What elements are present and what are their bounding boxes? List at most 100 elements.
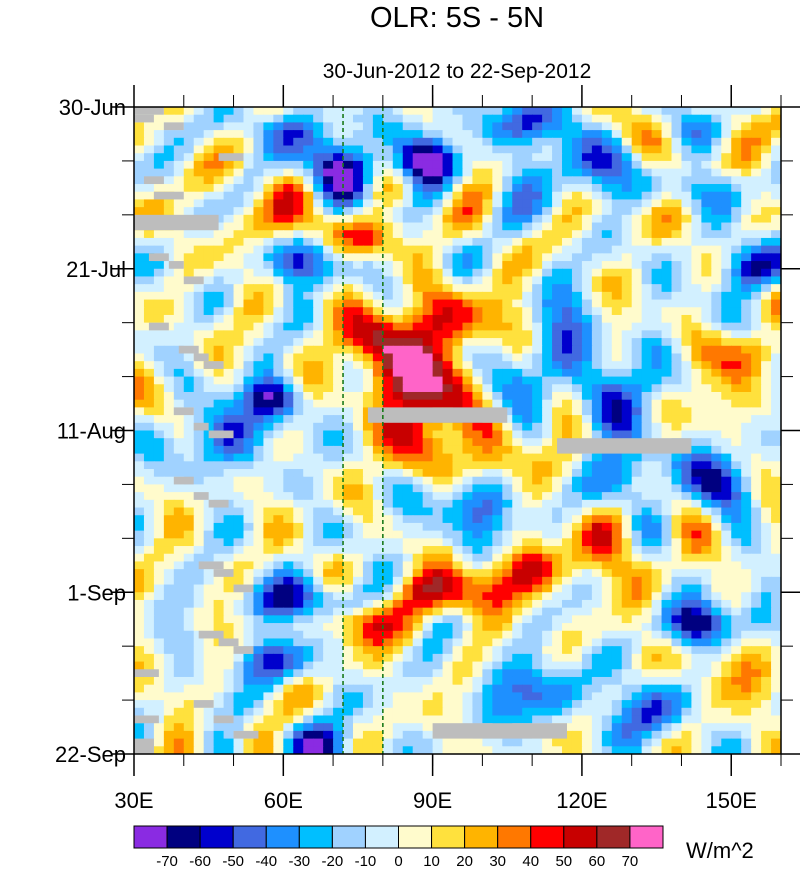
heat-cell [412, 145, 424, 154]
heat-cell [233, 137, 245, 147]
heat-cell [263, 207, 274, 216]
heat-cell [253, 253, 264, 262]
heat-cell [721, 361, 732, 370]
heat-cell [741, 461, 752, 470]
heat-cell [621, 592, 633, 601]
heat-cell [193, 114, 205, 124]
heat-cell [492, 553, 503, 563]
heat-cell [313, 114, 324, 124]
heat-cell [502, 461, 513, 470]
heat-cell [352, 422, 364, 432]
heat-cell [671, 692, 683, 701]
heat-cell [382, 137, 394, 147]
heat-cell [362, 384, 374, 393]
heat-cell [362, 546, 374, 555]
heat-cell [163, 623, 175, 632]
heat-cell [532, 137, 543, 147]
heat-cell [243, 576, 255, 586]
heat-cell [641, 522, 653, 532]
heat-cell [512, 515, 523, 524]
heat-cell [571, 415, 583, 424]
heat-cell [711, 599, 722, 609]
heat-cell [163, 507, 175, 516]
heat-cell [163, 368, 175, 378]
heat-cell [313, 268, 324, 278]
heat-cell [333, 338, 344, 347]
heat-cell [452, 653, 464, 663]
heat-cell [253, 153, 264, 162]
heat-cell [183, 268, 195, 278]
heat-cell [601, 684, 613, 693]
heat-cell [601, 507, 613, 516]
heat-cell [412, 222, 424, 231]
heat-cell [333, 322, 344, 331]
heat-cell [552, 376, 563, 385]
heat-cell [333, 638, 344, 647]
heat-cell [452, 214, 464, 224]
heat-cell [412, 299, 424, 308]
heat-cell [402, 307, 414, 316]
heat-cell [243, 137, 255, 147]
heat-cell [392, 176, 404, 185]
heat-cell [333, 368, 344, 378]
heat-cell [263, 684, 274, 693]
heat-cell [134, 361, 145, 370]
heat-cell [432, 461, 444, 470]
heat-cell [134, 599, 145, 609]
heat-cell [571, 561, 583, 570]
heat-cell [472, 623, 483, 632]
heat-cell [323, 399, 334, 408]
heat-cell [621, 692, 633, 701]
heat-cell [303, 214, 314, 224]
heat-cell [711, 391, 722, 401]
heat-cell [243, 353, 255, 362]
heat-cell [283, 214, 294, 224]
heat-cell [352, 199, 364, 208]
heat-cell [731, 261, 742, 270]
heat-cell [601, 661, 613, 670]
heat-cell [293, 638, 304, 647]
heat-cell [751, 422, 762, 432]
heat-cell [362, 599, 374, 609]
heat-cell [293, 345, 304, 355]
heat-cell [502, 569, 513, 578]
heat-cell [273, 322, 284, 331]
heat-cell [253, 522, 264, 532]
heat-cell [392, 130, 404, 139]
heat-cell [412, 214, 424, 224]
heat-cell [173, 230, 185, 239]
heat-cell [731, 184, 742, 193]
heat-cell [562, 245, 573, 254]
heat-cell [143, 353, 155, 362]
heat-cell [542, 415, 553, 424]
heat-cell [611, 237, 623, 247]
heat-cell [611, 207, 623, 216]
heat-cell [731, 230, 742, 239]
heat-cell [671, 538, 683, 547]
heat-cell [571, 261, 583, 270]
heat-cell [223, 222, 235, 231]
heat-cell [223, 476, 235, 486]
heat-cell [591, 561, 603, 570]
heat-cell [203, 230, 215, 239]
heat-cell [751, 661, 762, 670]
heat-cell [303, 461, 314, 470]
heat-cell [422, 384, 434, 393]
heat-cell [193, 322, 205, 331]
heat-cell [651, 245, 663, 254]
heat-cell [243, 499, 255, 509]
heat-cell [571, 592, 583, 601]
heat-cell [562, 291, 573, 301]
heat-cell [641, 630, 653, 640]
heat-cell [562, 453, 573, 462]
heat-cell [611, 469, 623, 478]
heat-cell [492, 422, 503, 432]
heat-cell [571, 338, 583, 347]
heat-cell [143, 338, 155, 347]
heat-cell [741, 153, 752, 162]
heat-cell [751, 630, 762, 640]
heat-cell [611, 507, 623, 516]
heat-cell [303, 499, 314, 509]
heat-cell [283, 368, 294, 378]
heat-cell [243, 222, 255, 231]
